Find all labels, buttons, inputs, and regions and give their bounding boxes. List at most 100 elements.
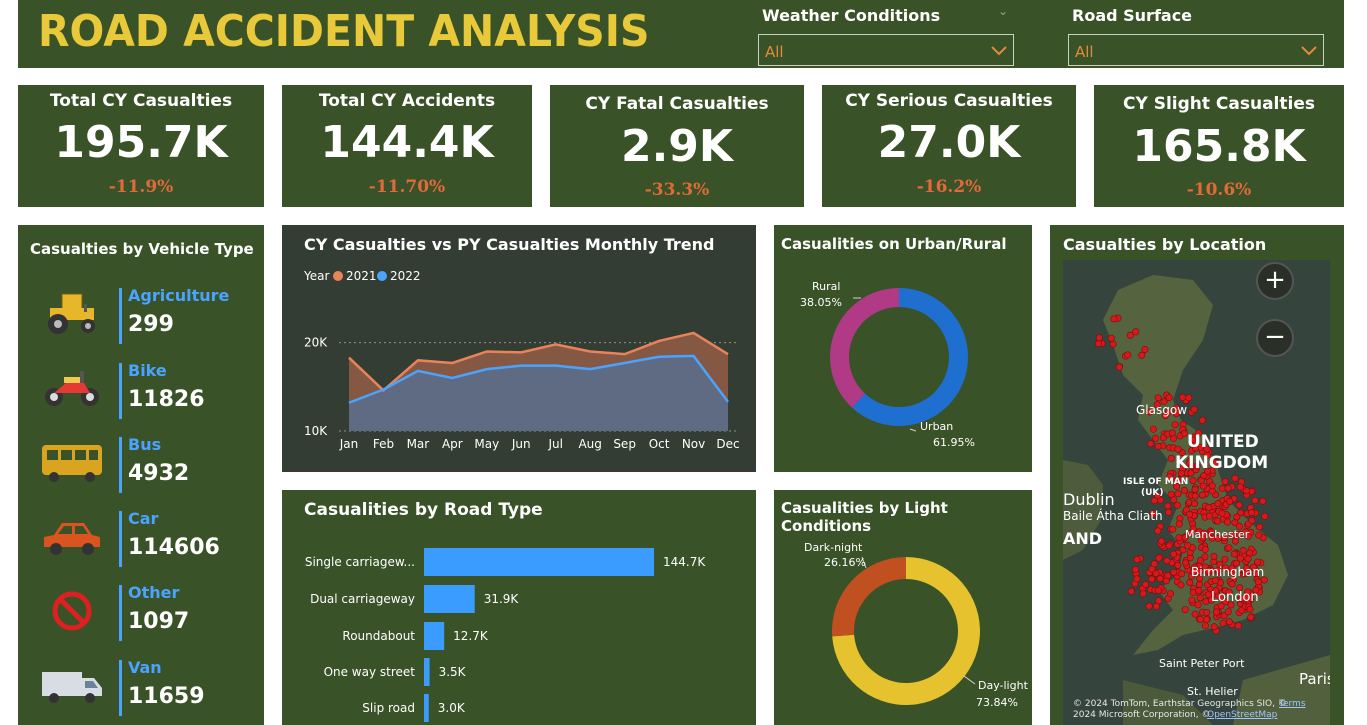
vehicle-type-panel: Casualties by Vehicle Type Agriculture 2… — [18, 225, 264, 725]
casualty-dot — [1218, 484, 1226, 492]
casualty-dot — [1139, 590, 1147, 598]
series-line-2022 — [348, 354, 729, 404]
casualty-dot — [1172, 410, 1180, 418]
legend-marker — [377, 271, 387, 281]
road-type-panel: Casualities by Road Type Single carriage… — [282, 490, 756, 725]
zoom-out-button[interactable]: − — [1256, 319, 1294, 357]
casualty-dot — [1148, 575, 1156, 583]
road-surface-dropdown[interactable]: All — [1068, 34, 1324, 66]
vehicle-row-agriculture: Agriculture 299 — [18, 280, 264, 350]
weather-dropdown-value: All — [765, 43, 784, 61]
casualty-dot — [1154, 586, 1162, 594]
casualty-dot — [1230, 550, 1238, 558]
casualty-dot — [1236, 483, 1244, 491]
prohibited-icon — [52, 591, 92, 631]
casualty-dot — [1195, 429, 1203, 437]
casualty-dot — [1152, 434, 1160, 442]
casualty-dot — [1226, 497, 1234, 505]
casualty-dot — [1255, 531, 1263, 539]
bar — [424, 622, 445, 650]
casualty-dot — [1165, 394, 1173, 402]
openstreetmap-link[interactable]: OpenStreetMap — [1207, 710, 1278, 720]
casualty-dot — [1115, 363, 1123, 371]
label-leader — [909, 428, 917, 432]
vehicle-name: Car — [128, 509, 159, 528]
page-title: ROAD ACCIDENT ANALYSIS — [38, 6, 650, 57]
slice-value: 26.16% — [824, 556, 866, 569]
casualty-dot — [1201, 553, 1209, 561]
map-attribution: 2024 Microsoft Corporation, © — [1073, 710, 1211, 720]
kpi-delta: -16.2% — [916, 177, 982, 197]
donut-slice — [832, 557, 980, 705]
casualty-dot — [1149, 510, 1157, 518]
casualty-dot — [1126, 331, 1134, 339]
casualty-dot — [1231, 474, 1239, 482]
casualty-dot — [1208, 528, 1216, 536]
x-tick-label: Apr — [442, 437, 463, 451]
map-label-baile: Baile Átha Cliath — [1063, 509, 1163, 523]
casualty-dot — [1249, 563, 1257, 571]
casualty-dot — [1154, 492, 1162, 500]
casualty-dot — [1211, 459, 1219, 467]
casualty-dot — [1224, 608, 1232, 616]
casualty-dot — [1191, 492, 1199, 500]
donut-slice — [830, 288, 899, 408]
chevron-down-icon — [1301, 46, 1317, 56]
casualty-dot — [1205, 503, 1213, 511]
kpi-card-total-casualties: Total CY Casualties 195.7K -11.9% — [18, 85, 264, 207]
casualty-dot — [1199, 482, 1207, 490]
casualty-dot — [1261, 512, 1269, 520]
chart-title: Casualties by Location — [1063, 235, 1267, 254]
series-area-2022 — [349, 355, 728, 431]
map-label-london: London — [1211, 590, 1259, 605]
casualty-dot — [1177, 581, 1185, 589]
casualty-dot — [1214, 500, 1222, 508]
casualty-dot — [1109, 340, 1117, 348]
tractor-icon — [48, 293, 95, 334]
casualty-dot — [1178, 570, 1186, 578]
zoom-in-button[interactable]: + — [1256, 262, 1294, 300]
casualty-dot — [1228, 564, 1236, 572]
casualty-dot — [1131, 565, 1139, 573]
casualty-dot — [1182, 559, 1190, 567]
casualty-dot — [1201, 545, 1209, 553]
x-tick-label: Aug — [578, 437, 601, 451]
x-tick-label: Sep — [613, 437, 636, 451]
casualty-dot — [1158, 537, 1166, 545]
casualty-dot — [1174, 561, 1182, 569]
casualty-dot — [1094, 340, 1102, 348]
casualty-dot — [1165, 508, 1173, 516]
casualty-dot — [1149, 425, 1157, 433]
kpi-delta: -11.9% — [108, 177, 174, 197]
casualty-dot — [1167, 454, 1175, 462]
casualty-dot — [1233, 513, 1241, 521]
x-tick-label: Jun — [511, 437, 531, 451]
terms-link[interactable]: Terms — [1279, 699, 1306, 709]
slice-label: Rural — [812, 280, 840, 293]
casualty-dot — [1244, 532, 1252, 540]
map-label-ireland: AND — [1063, 529, 1103, 548]
casualty-dot — [1239, 546, 1247, 554]
casualty-dot — [1259, 497, 1267, 505]
casualty-dot — [1107, 334, 1115, 342]
map-canvas[interactable]: + − Glasgow UNITED KINGDOM ISLE OF MAN (… — [1063, 260, 1330, 725]
slice-label: Dark-night — [804, 541, 863, 554]
casualty-dot — [1153, 401, 1161, 409]
kpi-value: 165.8K — [1132, 121, 1306, 172]
slice-value: 73.84% — [976, 696, 1018, 709]
vehicle-divider — [119, 511, 122, 567]
casualty-dot — [1252, 586, 1260, 594]
map-label-isle-sub: (UK) — [1141, 488, 1164, 498]
kpi-card-total-accidents: Total CY Accidents 144.4K -11.70% — [282, 85, 532, 207]
casualty-dot — [1227, 601, 1235, 609]
casualty-dot — [1198, 491, 1206, 499]
vehicle-count: 11826 — [128, 387, 205, 412]
casualty-dot — [1132, 328, 1140, 336]
weather-dropdown[interactable]: All — [758, 34, 1014, 66]
casualty-dot — [1174, 445, 1182, 453]
casualty-dot — [1196, 615, 1204, 623]
vehicle-row-bike: Bike 11826 — [18, 355, 264, 425]
map-label-birmingham: Birmingham — [1191, 565, 1265, 579]
vehicle-count: 1097 — [128, 609, 190, 634]
casualty-dot — [1188, 596, 1196, 604]
